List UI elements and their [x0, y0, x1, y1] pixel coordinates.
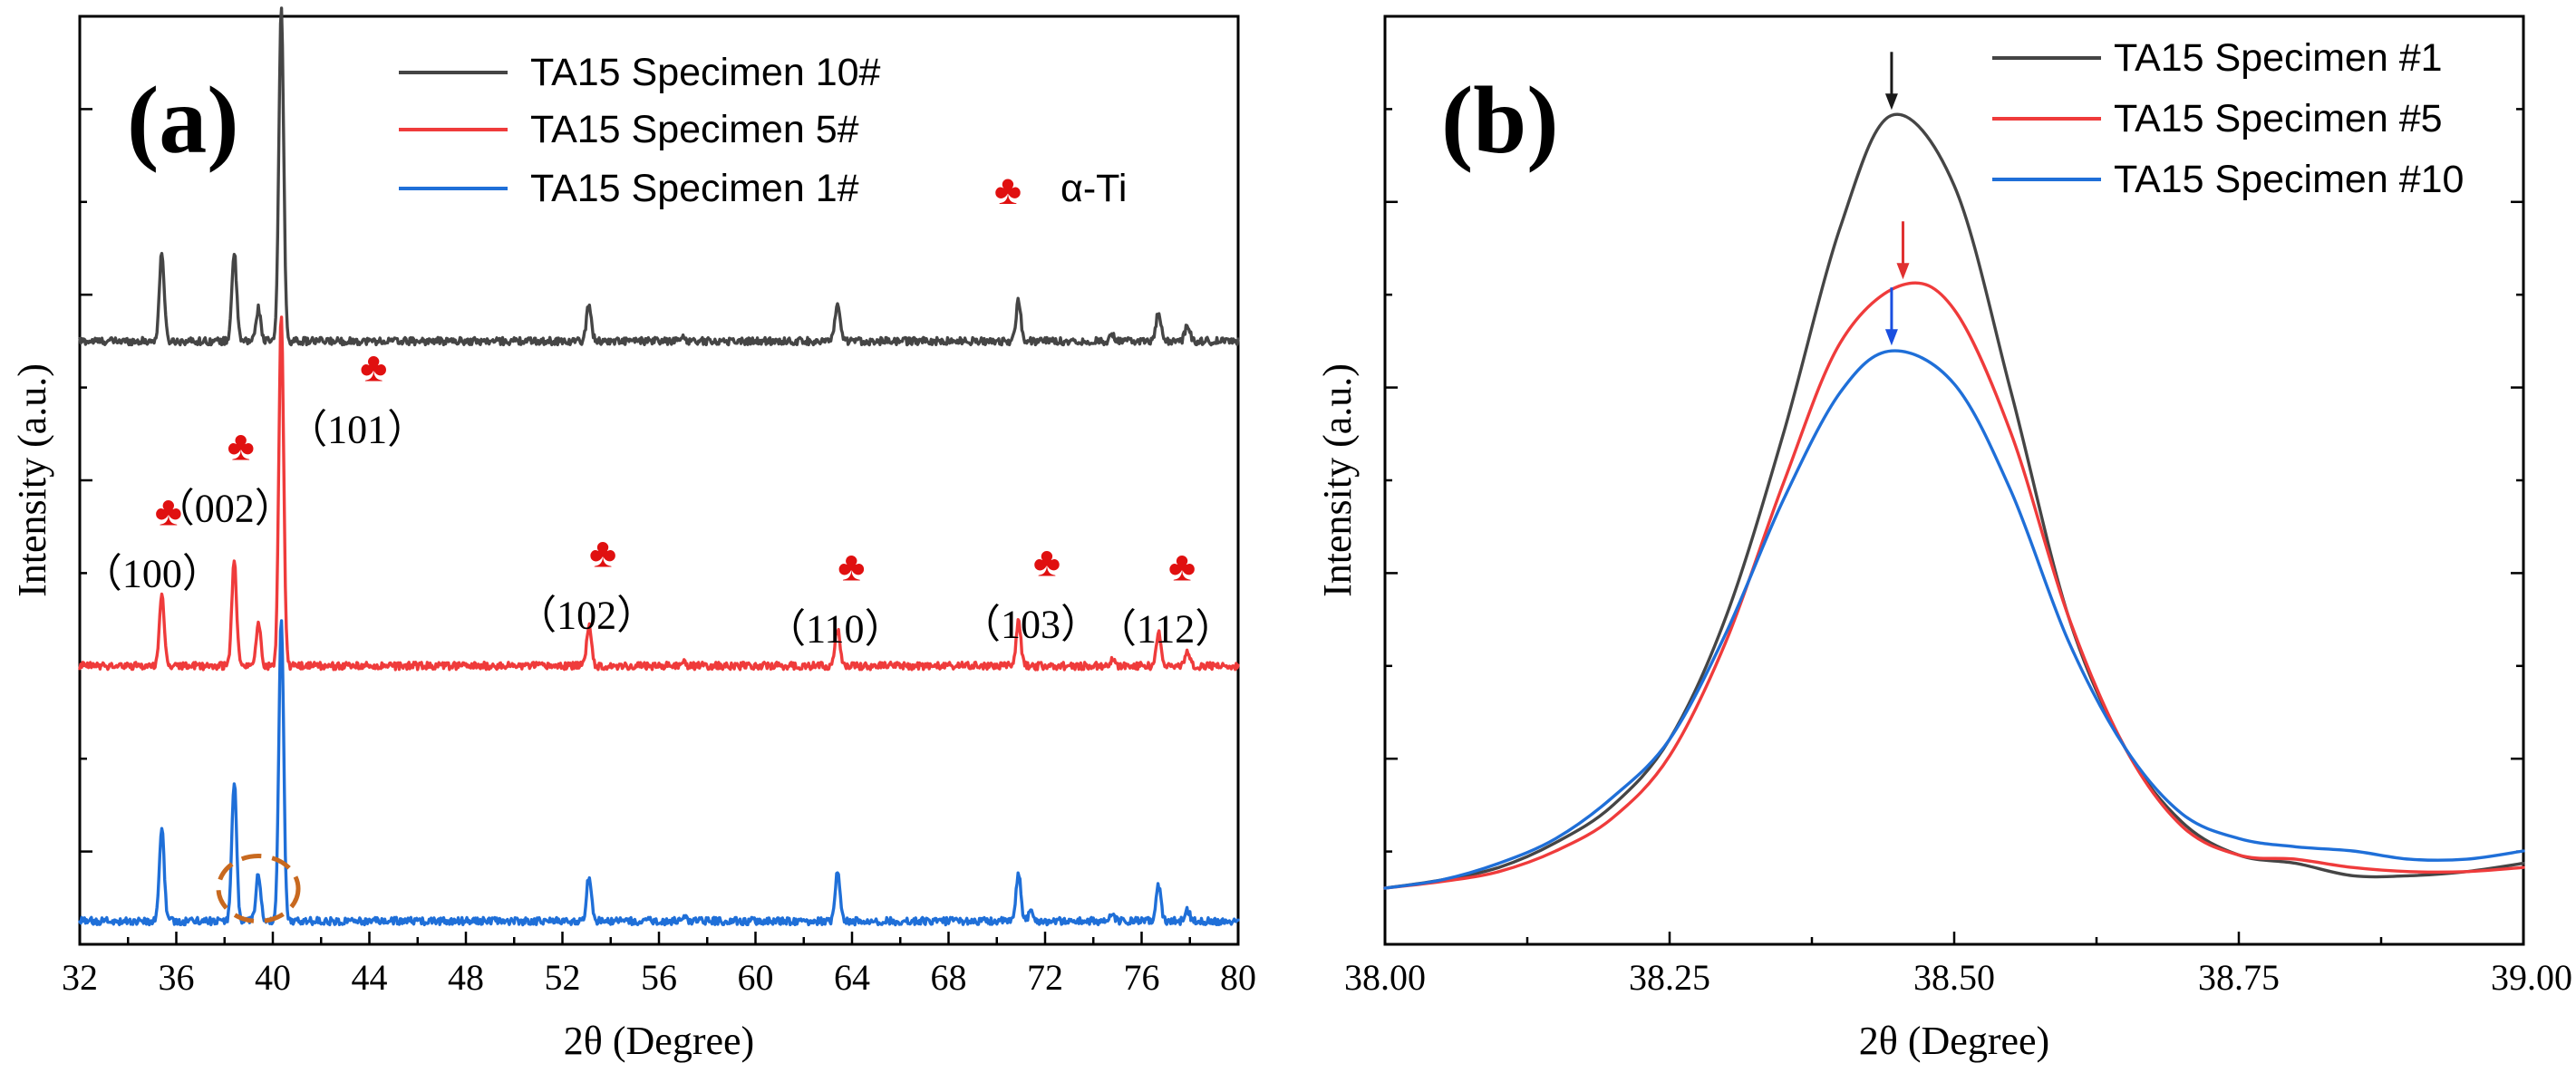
panel-a-x-tick-labels: 32 36 40 44 48 52 56 60 64 68 72 76 80	[62, 957, 1256, 998]
highlight-circle	[216, 854, 301, 924]
alpha-ti-marker-icon: ♣	[994, 167, 1022, 213]
x-tick-label: 80	[1220, 957, 1256, 998]
x-tick-label: 68	[931, 957, 967, 998]
club-marker-icon: ♣	[360, 344, 387, 391]
panel-b-peak-arrows	[1884, 52, 1910, 346]
panel-b-label: (b)	[1441, 67, 1559, 173]
club-marker-icon: ♣	[1168, 544, 1196, 590]
x-tick-label: 32	[62, 957, 98, 998]
x-tick-label: 38.50	[1913, 957, 1995, 998]
panel-b-y-axis-label: Intensity (a.u.)	[1315, 363, 1360, 597]
legend-label-10: TA15 Specimen 10#	[530, 51, 881, 94]
series-line-a-1	[78, 315, 1240, 672]
series-line-b-1	[1383, 281, 2525, 890]
panel-a-y-axis-label: Intensity (a.u.)	[10, 363, 54, 597]
peak-hkl-label: （101）	[287, 408, 427, 452]
panel-a-peak-annotations: ♣（101）♣（002）♣（100） ♣（102）♣（110）♣（103）♣（11…	[82, 344, 1235, 652]
legend-label-5: TA15 Specimen 5#	[530, 108, 859, 151]
x-tick-label: 64	[834, 957, 870, 998]
club-marker-icon: ♣	[589, 529, 616, 575]
x-tick-label: 39.00	[2491, 957, 2572, 998]
panel-a-series	[78, 6, 1240, 927]
panel-a-label: (a)	[127, 67, 239, 173]
x-tick-label: 52	[545, 957, 581, 998]
x-tick-label: 38.25	[1629, 957, 1710, 998]
x-tick-label: 38.00	[1344, 957, 1426, 998]
x-tick-label: 60	[738, 957, 774, 998]
peak-hkl-label: （112）	[1097, 607, 1235, 652]
x-tick-label: 48	[448, 957, 484, 998]
club-marker-icon: ♣	[155, 488, 182, 534]
club-marker-icon: ♣	[228, 423, 255, 469]
series-line-a-0	[78, 6, 1240, 347]
series-line-b-2	[1383, 349, 2525, 890]
x-tick-label: 38.75	[2198, 957, 2280, 998]
x-tick-label: 36	[159, 957, 195, 998]
panel-a-frame	[78, 14, 1240, 946]
x-tick-label: 72	[1027, 957, 1063, 998]
peak-arrow-head-icon	[1896, 263, 1910, 280]
peak-hkl-label: （100）	[82, 551, 222, 595]
peak-hkl-label: （103）	[961, 603, 1100, 647]
peak-hkl-label: （002）	[155, 487, 295, 531]
panel-b-series	[1383, 112, 2525, 890]
x-tick-label: 56	[641, 957, 677, 998]
alpha-ti-label: α-Ti	[1060, 167, 1127, 210]
series-line-a-2	[78, 619, 1240, 927]
legend-label-b10: TA15 Specimen #10	[2114, 158, 2464, 201]
club-marker-icon: ♣	[1033, 539, 1060, 585]
peak-arrow-head-icon	[1884, 329, 1898, 346]
x-tick-label: 76	[1124, 957, 1160, 998]
peak-hkl-label: （110）	[766, 607, 904, 652]
legend-label-b5: TA15 Specimen #5	[2114, 97, 2443, 140]
panel-a-legend: TA15 Specimen 10# TA15 Specimen 5# TA15 …	[399, 51, 1127, 213]
club-marker-icon: ♣	[838, 544, 865, 590]
peak-hkl-label: （102）	[517, 593, 656, 637]
panel-a-ticks	[78, 108, 1240, 944]
panel-b-legend: TA15 Specimen #1 TA15 Specimen #5 TA15 S…	[1992, 36, 2464, 201]
legend-label-b1: TA15 Specimen #1	[2114, 36, 2443, 80]
panel-a-x-axis-label: 2θ (Degree)	[564, 1019, 754, 1063]
panel-a: 32 36 40 44 48 52 56 60 64 68 72 76 80 ♣（101）♣（002）♣…	[10, 6, 1256, 1063]
panel-b-x-tick-labels: 38.00 38.25 38.50 38.75 39.00	[1344, 957, 2572, 998]
peak-arrow-head-icon	[1884, 93, 1898, 111]
x-tick-label: 44	[352, 957, 388, 998]
series-line-b-0	[1383, 112, 2525, 890]
panel-b-ticks	[1383, 108, 2525, 944]
panel-b-x-axis-label: 2θ (Degree)	[1859, 1019, 2049, 1063]
x-tick-label: 40	[255, 957, 291, 998]
panel-b: 38.00 38.25 38.50 38.75 39.00 (b) TA15 Speci…	[1315, 14, 2572, 1063]
legend-label-1: TA15 Specimen 1#	[530, 167, 859, 210]
